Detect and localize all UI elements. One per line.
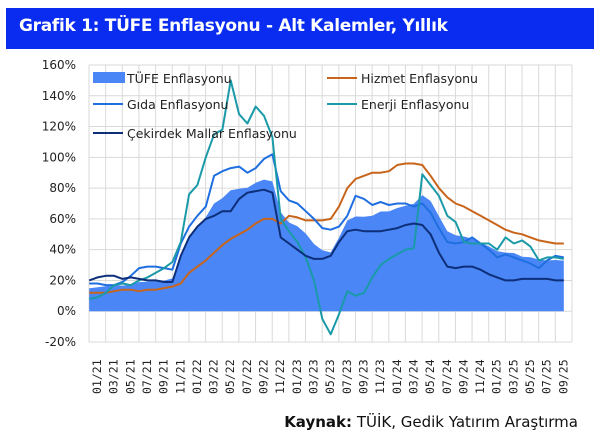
- x-tick-label: 01/23: [290, 359, 304, 394]
- legend-label: Enerji Enflasyonu: [361, 97, 469, 112]
- x-tick-label: 03/23: [307, 359, 321, 394]
- legend-label: Çekirdek Mallar Enflasyonu: [127, 126, 297, 141]
- series-line: [88, 188, 564, 283]
- chart: 160% 140% 120% 100% 80% 60% 40% 20% 0% -20% 01/21…: [42, 58, 573, 394]
- legend-label: Gıda Enflasyonu: [127, 97, 228, 112]
- y-tick-label: 40%: [49, 243, 76, 257]
- x-tick-label: 07/24: [440, 359, 454, 394]
- y-tick-label: 120%: [42, 120, 76, 134]
- x-tick-label: 03/22: [207, 359, 221, 394]
- x-tick-label: 07/21: [140, 359, 154, 394]
- x-tick-label: 09/24: [456, 359, 470, 394]
- x-tick-label: 03/21: [107, 359, 121, 394]
- x-tick-label: 09/23: [356, 359, 370, 394]
- line-layer: [88, 79, 564, 336]
- x-tick-label: 05/21: [123, 359, 137, 394]
- y-tick-label: 20%: [49, 273, 76, 287]
- y-tick-label: 100%: [42, 150, 76, 164]
- x-tick-label: 01/24: [390, 359, 404, 394]
- x-tick-label: 05/25: [523, 359, 537, 394]
- x-tick-label: 07/25: [540, 359, 554, 394]
- series-line: [89, 79, 564, 336]
- x-tick-label: 07/22: [240, 359, 254, 394]
- y-tick-label: 0%: [57, 304, 76, 318]
- series-line: [89, 153, 564, 287]
- title-bar: Grafik 1: TÜFE Enflasyonu - Alt Kalemler…: [6, 8, 594, 49]
- x-tick-label: 09/25: [556, 359, 570, 394]
- x-tick-label: 01/21: [90, 359, 104, 394]
- legend-label: TÜFE Enflasyonu: [126, 70, 232, 86]
- legend: TÜFE Enflasyonu Hizmet Enflasyonu Gıda Enf…: [93, 70, 478, 141]
- y-tick-label: 160%: [42, 58, 76, 72]
- y-tick-label: -20%: [45, 335, 76, 349]
- legend-label: Hizmet Enflasyonu: [361, 71, 478, 86]
- source-label: Kaynak:: [284, 413, 353, 431]
- x-tick-label: 11/22: [273, 359, 287, 394]
- x-tick-label: 05/23: [323, 359, 337, 394]
- x-axis: 01/21 03/21 05/21 07/21 09/21 11/21 01/22 03/22…: [90, 359, 570, 394]
- y-tick-label: 140%: [42, 89, 76, 103]
- y-axis: 160% 140% 120% 100% 80% 60% 40% 20% 0% -20%: [42, 58, 76, 349]
- source-text: TÜİK, Gedik Yatırım Araştırma: [356, 413, 578, 431]
- x-tick-label: 03/25: [506, 359, 520, 394]
- series-area-tufe: [89, 179, 564, 312]
- x-tick-label: 07/23: [340, 359, 354, 394]
- area-layer: [89, 179, 564, 312]
- chart-title: Grafik 1: TÜFE Enflasyonu - Alt Kalemler…: [19, 16, 448, 36]
- x-tick-label: 01/25: [490, 359, 504, 394]
- x-tick-label: 09/22: [257, 359, 271, 394]
- x-tick-label: 11/23: [373, 359, 387, 394]
- series-line: [89, 162, 564, 294]
- x-tick-label: 01/22: [190, 359, 204, 394]
- y-tick-label: 60%: [49, 212, 76, 226]
- source-note: Kaynak: TÜİK, Gedik Yatırım Araştırma: [284, 413, 578, 431]
- x-tick-label: 05/22: [223, 359, 237, 394]
- y-tick-label: 80%: [49, 181, 76, 195]
- x-tick-label: 11/24: [473, 359, 487, 394]
- legend-swatch: [93, 72, 125, 83]
- x-tick-label: 09/21: [157, 359, 171, 394]
- x-tick-label: 05/24: [423, 359, 437, 394]
- x-tick-label: 03/24: [406, 359, 420, 394]
- x-tick-label: 11/21: [173, 359, 187, 394]
